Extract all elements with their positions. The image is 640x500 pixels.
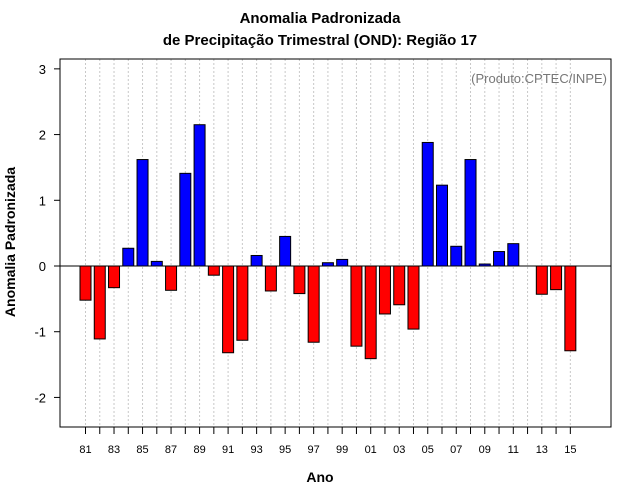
- x-axis-label: Ano: [306, 469, 334, 485]
- bar-1987: [165, 265, 178, 291]
- bar-2005: [421, 141, 434, 267]
- bar-1989: [193, 124, 206, 267]
- x-tick-label: 93: [250, 444, 262, 456]
- chart-title: Anomalia Padronizada: [239, 10, 401, 27]
- x-tick-label: 13: [536, 444, 548, 456]
- x-tick-label: 07: [450, 444, 462, 456]
- x-tick-label: 83: [108, 444, 120, 456]
- bar-1996: [293, 265, 306, 295]
- bar-1992: [236, 265, 249, 341]
- bar-1991: [222, 265, 235, 354]
- y-tick-label: 0: [39, 259, 46, 274]
- bar-2008: [464, 159, 477, 267]
- y-tick-label: -2: [34, 390, 46, 405]
- bar-1993: [250, 254, 263, 267]
- y-tick-label: 3: [39, 62, 46, 77]
- x-tick-label: 97: [308, 444, 320, 456]
- bar-1983: [108, 265, 121, 289]
- plot-frame: [59, 58, 612, 428]
- x-tick-label: 81: [79, 444, 91, 456]
- x-tick-label: 15: [564, 444, 576, 456]
- bar-1997: [307, 265, 320, 343]
- x-tick-label: 11: [508, 444, 519, 456]
- bar-1984: [122, 247, 135, 267]
- credit-text: (Produto:CPTEC/INPE): [471, 71, 607, 86]
- y-tick-label: -1: [34, 325, 46, 340]
- bar-2007: [450, 245, 463, 267]
- x-tick-label: 09: [479, 444, 491, 456]
- bar-1994: [264, 265, 277, 292]
- bar-1995: [279, 235, 292, 267]
- gridlines: [85, 59, 571, 427]
- bar-2010: [493, 251, 506, 267]
- chart-subtitle: de Precipitação Trimestral (OND): Região…: [162, 32, 478, 49]
- bar-2001: [364, 265, 377, 360]
- y-axis: -2 -1 0 1 2 3: [34, 62, 60, 405]
- x-tick-label: 01: [365, 444, 377, 456]
- x-axis: 81 83 85 87 89 91 93 95 97 99 01 03 05 07 09 11 13 15: [79, 427, 576, 456]
- bar-2003: [393, 265, 406, 306]
- bar-2013: [535, 265, 548, 295]
- bar-1982: [93, 265, 106, 340]
- y-axis-label: Anomalia Padronizada: [2, 166, 18, 318]
- bars: [79, 124, 577, 360]
- y-tick-label: 2: [39, 128, 46, 143]
- bar-2004: [407, 265, 420, 330]
- x-tick-label: 91: [222, 444, 234, 456]
- x-tick-label: 99: [336, 444, 348, 456]
- x-tick-label: 95: [279, 444, 291, 456]
- bar-2014: [550, 265, 563, 291]
- bar-1986: [150, 260, 163, 267]
- y-tick-label: 1: [39, 193, 46, 208]
- x-tick-label: 89: [193, 444, 205, 456]
- bar-1990: [207, 265, 220, 276]
- bar-2006: [436, 184, 448, 267]
- bar-1981: [79, 265, 92, 301]
- bar-2011: [507, 243, 520, 267]
- x-tick-label: 87: [165, 444, 177, 456]
- x-tick-label: 03: [393, 444, 405, 456]
- bar-1999: [336, 258, 349, 267]
- bar-1985: [136, 159, 149, 267]
- bar-1988: [179, 172, 192, 267]
- bar-2002: [378, 265, 391, 315]
- x-tick-label: 85: [136, 444, 148, 456]
- bar-2000: [350, 265, 363, 347]
- bar-2015: [564, 265, 577, 352]
- x-tick-label: 05: [422, 444, 434, 456]
